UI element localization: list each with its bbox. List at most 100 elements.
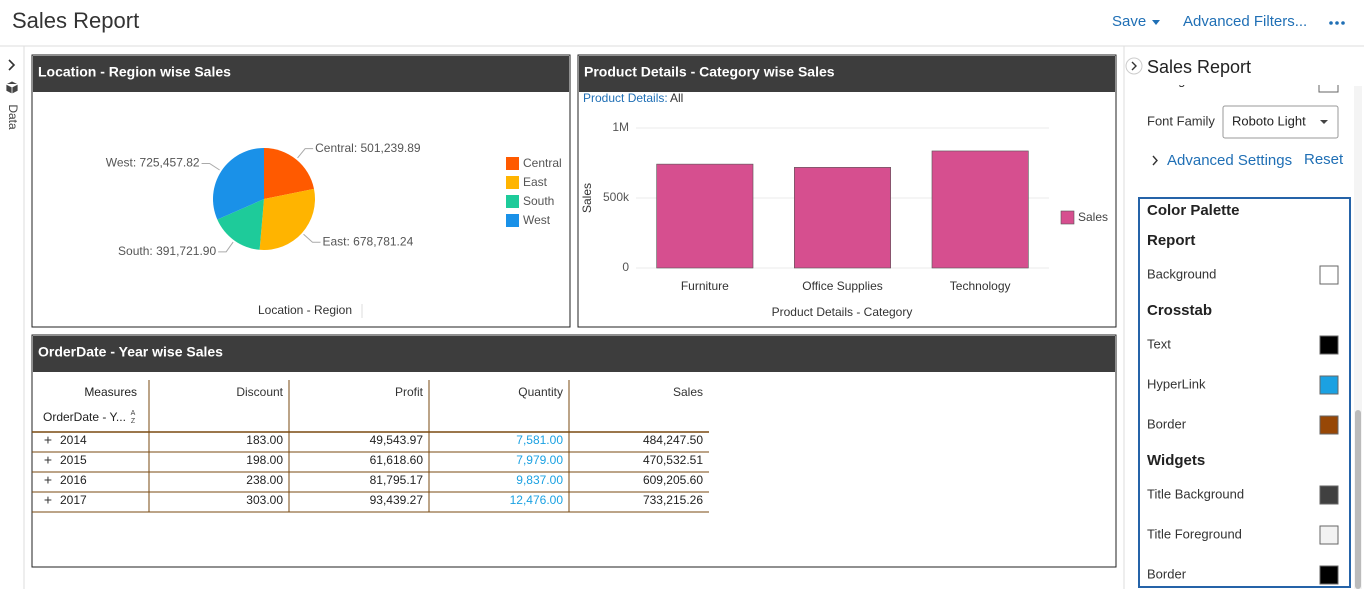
data-label: Central: 501,239.89 bbox=[315, 141, 421, 155]
widget-title-bar bbox=[579, 56, 1115, 92]
leader-line bbox=[201, 162, 220, 171]
expand-icon[interactable]: + bbox=[44, 472, 52, 488]
row-label: 2017 bbox=[60, 493, 87, 507]
x-axis-label: Location - Region bbox=[258, 303, 352, 317]
color-swatch[interactable] bbox=[1319, 565, 1339, 585]
sort-icon[interactable]: A bbox=[131, 410, 136, 417]
legend-label: South bbox=[523, 194, 554, 208]
data-label: West: 725,457.82 bbox=[106, 156, 200, 170]
cell-link[interactable]: 7,979.00 bbox=[516, 453, 563, 467]
chevron[interactable] bbox=[1152, 155, 1158, 166]
palette-label: HyperLink bbox=[1147, 376, 1206, 391]
more-menu[interactable] bbox=[1329, 21, 1345, 25]
cell: 93,439.27 bbox=[370, 493, 424, 507]
pie-slice bbox=[213, 148, 264, 220]
leader-line bbox=[303, 233, 321, 243]
legend-label: West bbox=[523, 213, 551, 227]
y-tick-label: 0 bbox=[622, 260, 629, 274]
color-swatch[interactable] bbox=[1319, 335, 1339, 355]
legend-swatch bbox=[506, 214, 519, 227]
x-axis-label: Product Details - Category bbox=[772, 305, 913, 319]
clipped-label: Change font color bbox=[1147, 72, 1250, 87]
widget-title-bar bbox=[33, 56, 569, 92]
column-header: Quantity bbox=[518, 385, 563, 399]
x-tick-label: Furniture bbox=[681, 279, 729, 293]
select-caret bbox=[1320, 120, 1328, 124]
pie-slice bbox=[264, 148, 314, 199]
pie-slice bbox=[217, 199, 264, 250]
leader-line bbox=[297, 148, 314, 159]
color-swatch[interactable] bbox=[1319, 525, 1339, 545]
cell-link[interactable]: 12,476.00 bbox=[510, 493, 564, 507]
expand-icon[interactable]: + bbox=[44, 432, 52, 448]
legend-swatch bbox=[506, 157, 519, 170]
palette-group: Crosstab bbox=[1147, 302, 1212, 319]
expand-icon[interactable]: + bbox=[44, 452, 52, 468]
y-tick-label: 1M bbox=[612, 120, 629, 134]
y-tick-label: 500k bbox=[603, 190, 630, 204]
filter-value: All bbox=[670, 91, 683, 105]
palette-group: Report bbox=[1147, 232, 1195, 249]
palette-group: Widgets bbox=[1147, 452, 1205, 469]
data-icon[interactable] bbox=[5, 80, 19, 95]
column-header: Discount bbox=[236, 385, 283, 399]
sidebar-expand[interactable] bbox=[8, 59, 16, 71]
palette-label: Title Background bbox=[1147, 486, 1244, 501]
row-header-label: OrderDate - Y... bbox=[43, 410, 126, 424]
legend-label: Sales bbox=[1078, 210, 1108, 224]
corner-label: Measures bbox=[84, 385, 137, 399]
scroll-thumb[interactable] bbox=[1355, 410, 1361, 589]
font-select[interactable] bbox=[1222, 105, 1339, 139]
y-axis-label: Sales bbox=[580, 183, 594, 213]
cell: 470,532.51 bbox=[643, 453, 703, 467]
filter-label[interactable]: Product Details: bbox=[583, 91, 668, 105]
cell-link[interactable]: 9,837.00 bbox=[516, 473, 563, 487]
color-swatch[interactable] bbox=[1319, 485, 1339, 505]
cell: 61,618.60 bbox=[370, 453, 424, 467]
cell: 198.00 bbox=[246, 453, 283, 467]
legend-swatch bbox=[506, 176, 519, 189]
color-swatch[interactable] bbox=[1319, 265, 1339, 285]
column-header: Profit bbox=[395, 385, 424, 399]
widget-title: Product Details - Category wise Sales bbox=[584, 64, 835, 80]
palette-label: Border bbox=[1147, 566, 1187, 581]
scroll-track bbox=[1354, 86, 1362, 589]
cell: 81,795.17 bbox=[370, 473, 424, 487]
advanced-filters[interactable]: Advanced Filters... bbox=[1183, 13, 1307, 30]
cell: 238.00 bbox=[246, 473, 283, 487]
palette-box bbox=[1138, 197, 1351, 588]
cell: 484,247.50 bbox=[643, 433, 703, 447]
widget-frame bbox=[31, 334, 1117, 568]
leader-line bbox=[218, 241, 234, 253]
cell: 183.00 bbox=[246, 433, 283, 447]
pie-slice bbox=[259, 188, 315, 251]
save-button[interactable]: Save bbox=[1112, 13, 1146, 30]
row-label: 2014 bbox=[60, 433, 87, 447]
palette-label: Border bbox=[1147, 416, 1187, 431]
page-title: Sales Report bbox=[12, 8, 139, 33]
cell-link[interactable]: 7,581.00 bbox=[516, 433, 563, 447]
advanced-settings[interactable]: Advanced Settings bbox=[1167, 152, 1292, 169]
row-label: 2016 bbox=[60, 473, 87, 487]
save-caret[interactable] bbox=[1152, 20, 1160, 25]
color-swatch[interactable] bbox=[1319, 375, 1339, 395]
sort-icon[interactable]: Z bbox=[131, 418, 136, 425]
font-family-label: Font Family bbox=[1147, 113, 1215, 128]
color-swatch[interactable] bbox=[1319, 415, 1339, 435]
data-tab[interactable]: Data bbox=[6, 104, 20, 130]
checkbox[interactable] bbox=[1318, 74, 1339, 93]
font-select-value[interactable]: Roboto Light bbox=[1232, 113, 1306, 128]
reset-button[interactable]: Reset bbox=[1304, 151, 1344, 168]
legend-label: Central bbox=[523, 156, 562, 170]
row-label: 2015 bbox=[60, 453, 87, 467]
bar bbox=[656, 163, 754, 269]
cell: 733,215.26 bbox=[643, 493, 703, 507]
legend-swatch bbox=[1060, 210, 1075, 225]
cell: 49,543.97 bbox=[370, 433, 424, 447]
legend-swatch bbox=[506, 195, 519, 208]
expand-icon[interactable]: + bbox=[44, 492, 52, 508]
palette-title: Color Palette bbox=[1147, 202, 1240, 219]
panel-collapse[interactable] bbox=[1125, 57, 1143, 75]
